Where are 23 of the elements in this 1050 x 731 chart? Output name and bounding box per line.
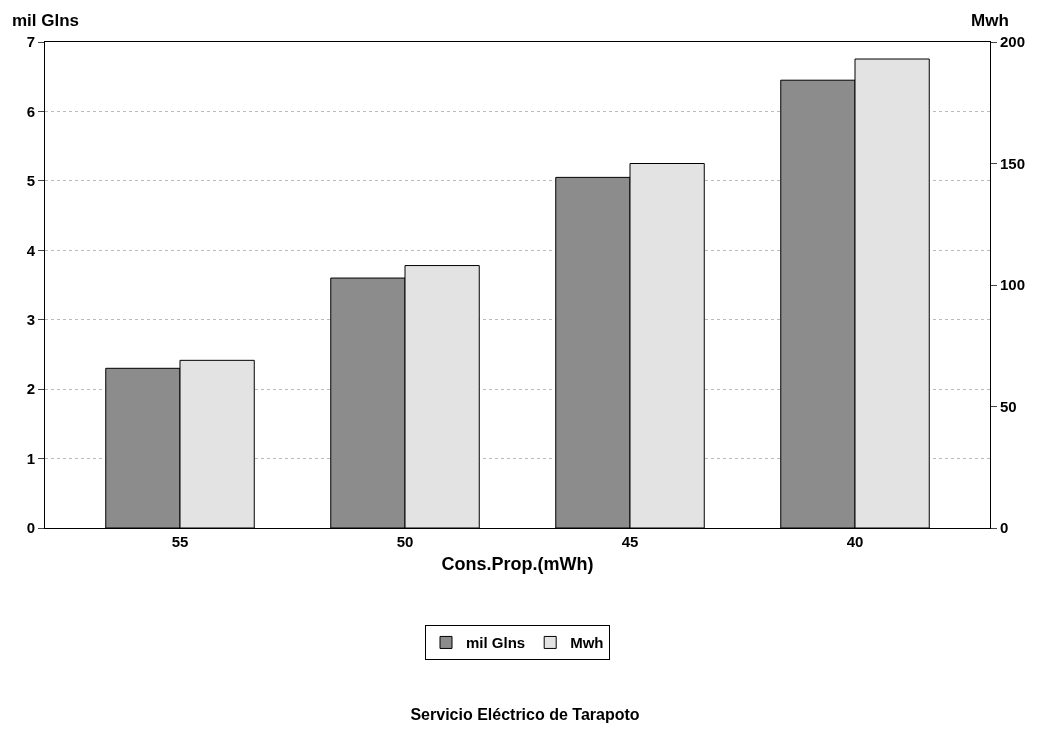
text: Servicio Eléctrico de Tarapoto [410,706,640,724]
x-tick-label: 50 [396,533,414,550]
y-axis-title: mil Glns [12,11,80,30]
y-tick-label: 6 [26,102,35,120]
y2-tick-label: 150 [1000,154,1026,172]
y-tick-label: 0 [26,519,35,537]
y2-tick-label: 50 [1000,397,1017,415]
legend-label: Mwh [570,634,604,652]
legend-label: mil Glns [466,634,526,652]
y-tick-label: 7 [26,33,35,51]
y2-tick-label: 200 [1000,33,1026,51]
y2-axis-title: Mwh [971,11,1009,30]
y-tick-label: 4 [26,241,36,259]
y-tick-label: 5 [26,172,35,190]
y2-tick-label: 0 [1000,519,1009,537]
x-tick-label: 45 [621,533,639,550]
y-tick-label: 2 [26,380,35,398]
x-axis-title: Cons.Prop.(mWh) [441,554,594,575]
y2-tick-label: 100 [1000,276,1026,294]
y-tick-label: 3 [26,310,35,328]
x-tick-label: 40 [846,533,864,550]
x-tick-label: 55 [171,533,189,550]
y-tick-label: 1 [26,449,35,467]
